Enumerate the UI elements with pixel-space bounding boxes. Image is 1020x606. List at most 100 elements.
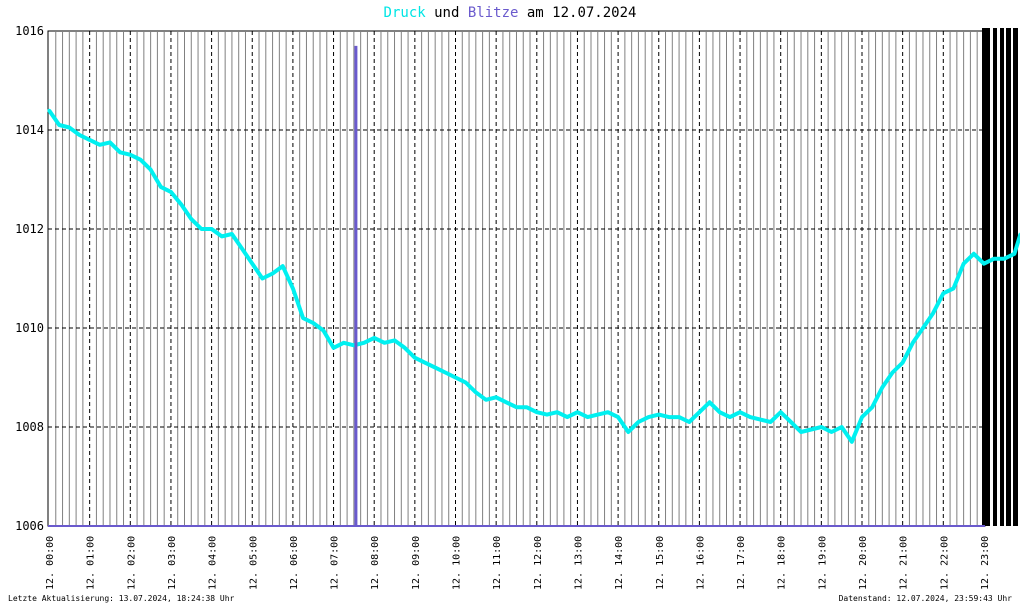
druck-point bbox=[311, 321, 315, 325]
druck-point bbox=[301, 316, 305, 320]
druck-point bbox=[677, 415, 681, 419]
druck-point bbox=[789, 420, 793, 424]
druck-point bbox=[769, 420, 773, 424]
druck-point bbox=[636, 420, 640, 424]
druck-point bbox=[901, 361, 905, 365]
druck-point bbox=[57, 123, 61, 127]
druck-point bbox=[525, 405, 529, 409]
druck-point bbox=[443, 371, 447, 375]
druck-point bbox=[616, 415, 620, 419]
end-marker bbox=[993, 28, 997, 526]
x-tick-label: 12. 00:00 bbox=[45, 536, 56, 590]
druck-point bbox=[98, 143, 102, 147]
druck-point bbox=[149, 168, 153, 172]
druck-point bbox=[840, 425, 844, 429]
druck-point bbox=[382, 341, 386, 345]
druck-point bbox=[321, 328, 325, 332]
druck-point bbox=[118, 150, 122, 154]
druck-point bbox=[575, 410, 579, 414]
druck-point bbox=[870, 405, 874, 409]
druck-point bbox=[1012, 252, 1016, 256]
druck-point bbox=[514, 405, 518, 409]
druck-point bbox=[982, 262, 986, 266]
druck-point bbox=[484, 398, 488, 402]
druck-point bbox=[504, 400, 508, 404]
druck-point bbox=[494, 395, 498, 399]
x-tick-label: 12. 16:00 bbox=[695, 536, 706, 590]
druck-point bbox=[189, 217, 193, 221]
druck-point bbox=[545, 413, 549, 417]
druck-point bbox=[586, 415, 590, 419]
x-tick-label: 12. 06:00 bbox=[289, 536, 300, 590]
druck-point bbox=[433, 366, 437, 370]
druck-point bbox=[931, 311, 935, 315]
druck-point bbox=[47, 108, 51, 112]
druck-point bbox=[271, 272, 275, 276]
druck-point bbox=[464, 380, 468, 384]
druck-point bbox=[159, 185, 163, 189]
x-tick-label: 12. 14:00 bbox=[614, 536, 625, 590]
druck-point bbox=[555, 410, 559, 414]
end-marker bbox=[982, 28, 990, 526]
y-tick-label: 1014 bbox=[15, 123, 44, 137]
data-status-text: Datenstand: 12.07.2024, 23:59:43 Uhr bbox=[838, 594, 1012, 603]
druck-point bbox=[565, 415, 569, 419]
druck-point bbox=[606, 410, 610, 414]
druck-point bbox=[67, 126, 71, 130]
druck-point bbox=[911, 341, 915, 345]
druck-point bbox=[199, 227, 203, 231]
druck-point bbox=[128, 153, 132, 157]
druck-point bbox=[474, 390, 478, 394]
druck-point bbox=[860, 415, 864, 419]
druck-point bbox=[779, 410, 783, 414]
x-tick-label: 12. 20:00 bbox=[858, 536, 869, 590]
druck-point bbox=[332, 346, 336, 350]
x-tick-label: 12. 03:00 bbox=[167, 536, 178, 590]
druck-point bbox=[77, 133, 81, 137]
druck-point bbox=[992, 257, 996, 261]
druck-point bbox=[880, 385, 884, 389]
x-tick-label: 12. 13:00 bbox=[573, 536, 584, 590]
title-und: und bbox=[425, 5, 468, 21]
druck-point bbox=[240, 247, 244, 251]
druck-point bbox=[758, 418, 762, 422]
druck-point bbox=[667, 415, 671, 419]
druck-point bbox=[738, 410, 742, 414]
druck-point bbox=[941, 291, 945, 295]
druck-point bbox=[169, 190, 173, 194]
x-tick-label: 12. 07:00 bbox=[330, 536, 341, 590]
druck-point bbox=[748, 415, 752, 419]
druck-point bbox=[921, 326, 925, 330]
druck-point bbox=[1002, 257, 1006, 261]
end-marker bbox=[1013, 28, 1018, 526]
druck-point bbox=[951, 286, 955, 290]
x-tick-label: 12. 12:00 bbox=[533, 536, 544, 590]
druck-point bbox=[454, 376, 457, 379]
druck-point bbox=[799, 430, 803, 434]
druck-point bbox=[687, 420, 691, 424]
druck-point bbox=[819, 425, 823, 429]
title-blitze: Blitze bbox=[467, 5, 519, 21]
x-tick-label: 12. 02:00 bbox=[126, 536, 137, 590]
druck-point bbox=[697, 410, 701, 414]
x-tick-label: 12. 04:00 bbox=[208, 536, 219, 590]
druck-point bbox=[657, 413, 661, 417]
x-tick-label: 12. 22:00 bbox=[939, 536, 950, 590]
x-tick-label: 12. 01:00 bbox=[86, 536, 97, 590]
x-tick-label: 12. 21:00 bbox=[899, 536, 910, 590]
y-tick-label: 1008 bbox=[15, 420, 44, 434]
druck-point bbox=[403, 346, 407, 350]
druck-point bbox=[626, 430, 630, 434]
title-druck: Druck bbox=[383, 5, 426, 21]
druck-point bbox=[535, 410, 539, 414]
druck-point bbox=[413, 356, 417, 360]
druck-point bbox=[88, 138, 92, 142]
druck-point bbox=[596, 413, 600, 417]
druck-point bbox=[230, 232, 234, 236]
druck-point bbox=[372, 336, 376, 340]
druck-point bbox=[890, 371, 894, 375]
y-tick-label: 1010 bbox=[15, 321, 44, 335]
druck-point bbox=[830, 430, 834, 434]
druck-point bbox=[291, 286, 295, 290]
